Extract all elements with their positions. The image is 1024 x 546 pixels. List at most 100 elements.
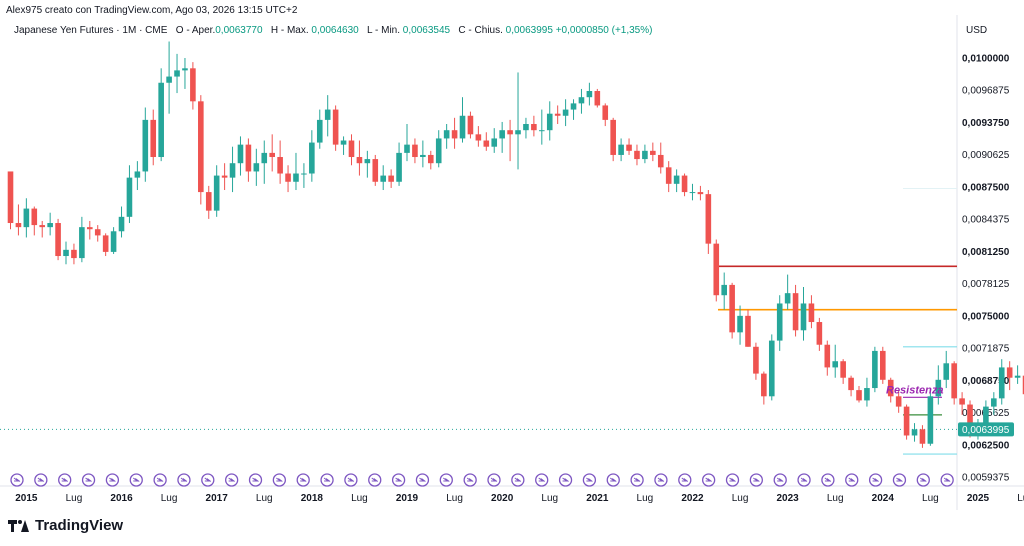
candle-body[interactable] bbox=[332, 109, 339, 145]
candle-body[interactable] bbox=[919, 429, 926, 444]
candle-body[interactable] bbox=[150, 119, 157, 158]
candle-body[interactable] bbox=[586, 91, 593, 98]
candle-body[interactable] bbox=[229, 163, 236, 178]
candle-body[interactable] bbox=[182, 68, 188, 71]
symbol-label[interactable]: Japanese Yen Futures · 1M · CME bbox=[14, 25, 168, 36]
candle-body[interactable] bbox=[848, 377, 854, 391]
candle-body[interactable] bbox=[467, 115, 474, 135]
candle-body[interactable] bbox=[205, 192, 212, 211]
candle-body[interactable] bbox=[531, 124, 537, 131]
candle-body[interactable] bbox=[824, 344, 831, 368]
candle-body[interactable] bbox=[872, 350, 878, 389]
candle-body[interactable] bbox=[911, 429, 918, 436]
candle-body[interactable] bbox=[705, 194, 712, 244]
candle-body[interactable] bbox=[301, 173, 307, 175]
candle-body[interactable] bbox=[55, 223, 61, 257]
candle-body[interactable] bbox=[570, 103, 577, 110]
candle-body[interactable] bbox=[816, 322, 823, 345]
candle-body[interactable] bbox=[792, 293, 799, 331]
candle-body[interactable] bbox=[1006, 367, 1013, 378]
candle-body[interactable] bbox=[1022, 375, 1024, 395]
candle-body[interactable] bbox=[665, 167, 672, 184]
candle-body[interactable] bbox=[737, 315, 743, 333]
candle-body[interactable] bbox=[935, 379, 942, 397]
candle-body[interactable] bbox=[991, 398, 997, 407]
candle-body[interactable] bbox=[388, 175, 394, 182]
resistance-annotation[interactable]: Resistenza bbox=[886, 384, 943, 396]
candle-body[interactable] bbox=[840, 361, 846, 378]
candle-body[interactable] bbox=[94, 229, 101, 236]
candle-body[interactable] bbox=[721, 284, 727, 296]
candle-body[interactable] bbox=[602, 105, 609, 120]
candle-body[interactable] bbox=[689, 192, 696, 194]
candle-body[interactable] bbox=[87, 227, 93, 230]
candle-body[interactable] bbox=[594, 91, 601, 106]
candle-body[interactable] bbox=[856, 390, 862, 401]
candle-body[interactable] bbox=[63, 249, 69, 257]
candle-body[interactable] bbox=[427, 154, 434, 164]
candle-body[interactable] bbox=[15, 223, 22, 228]
candle-body[interactable] bbox=[523, 124, 529, 131]
candle-body[interactable] bbox=[768, 340, 775, 397]
candle-body[interactable] bbox=[515, 130, 521, 135]
candle-body[interactable] bbox=[539, 130, 545, 132]
candle-body[interactable] bbox=[79, 227, 85, 259]
candle-body[interactable] bbox=[618, 144, 624, 155]
candle-body[interactable] bbox=[903, 406, 910, 436]
candle-body[interactable] bbox=[277, 157, 283, 174]
candle-body[interactable] bbox=[134, 171, 141, 178]
candle-body[interactable] bbox=[316, 119, 323, 143]
candle-body[interactable] bbox=[634, 150, 640, 160]
candle-body[interactable] bbox=[761, 373, 767, 397]
candle-body[interactable] bbox=[745, 315, 751, 347]
candle-body[interactable] bbox=[253, 163, 260, 172]
candle-body[interactable] bbox=[293, 173, 299, 182]
candle-body[interactable] bbox=[626, 144, 632, 151]
candle-body[interactable] bbox=[39, 225, 46, 228]
candle-body[interactable] bbox=[832, 361, 839, 368]
candle-body[interactable] bbox=[554, 113, 561, 116]
candle-body[interactable] bbox=[261, 152, 268, 164]
candle-body[interactable] bbox=[578, 97, 585, 104]
candle-body[interactable] bbox=[420, 154, 426, 158]
candle-body[interactable] bbox=[245, 144, 252, 172]
candle-body[interactable] bbox=[499, 130, 505, 139]
candle-body[interactable] bbox=[110, 231, 117, 252]
candle-body[interactable] bbox=[681, 175, 688, 193]
candle-body[interactable] bbox=[887, 379, 894, 397]
tradingview-logo[interactable]: TradingView bbox=[8, 517, 123, 534]
candle-body[interactable] bbox=[864, 388, 870, 401]
candle-body[interactable] bbox=[776, 303, 783, 341]
candle-body[interactable] bbox=[475, 134, 482, 141]
candle-body[interactable] bbox=[364, 159, 371, 164]
candle-body[interactable] bbox=[71, 249, 77, 259]
candle-body[interactable] bbox=[451, 130, 458, 139]
candle-body[interactable] bbox=[324, 109, 331, 120]
candle-body[interactable] bbox=[285, 173, 291, 182]
candle-body[interactable] bbox=[142, 119, 149, 172]
candle-body[interactable] bbox=[404, 144, 410, 153]
candle-body[interactable] bbox=[412, 144, 418, 158]
candle-body[interactable] bbox=[808, 303, 815, 323]
candle-body[interactable] bbox=[174, 70, 180, 77]
candle-body[interactable] bbox=[459, 115, 466, 139]
candle-body[interactable] bbox=[102, 235, 109, 252]
candle-body[interactable] bbox=[697, 192, 704, 195]
candle-body[interactable] bbox=[380, 175, 387, 182]
candle-body[interactable] bbox=[753, 346, 759, 374]
candle-body[interactable] bbox=[491, 138, 498, 147]
candle-body[interactable] bbox=[983, 406, 989, 426]
candle-body[interactable] bbox=[880, 350, 886, 380]
candle-body[interactable] bbox=[562, 109, 569, 116]
candle-body[interactable] bbox=[507, 130, 513, 135]
candle-body[interactable] bbox=[483, 140, 490, 147]
candle-body[interactable] bbox=[221, 175, 228, 178]
candle-body[interactable] bbox=[642, 150, 648, 160]
candle-body[interactable] bbox=[190, 68, 196, 102]
candle-body[interactable] bbox=[959, 398, 965, 405]
candle-body[interactable] bbox=[31, 208, 38, 226]
candle-body[interactable] bbox=[784, 293, 791, 304]
candle-body[interactable] bbox=[126, 177, 133, 217]
candle-body[interactable] bbox=[166, 76, 172, 83]
candle-body[interactable] bbox=[673, 175, 680, 184]
